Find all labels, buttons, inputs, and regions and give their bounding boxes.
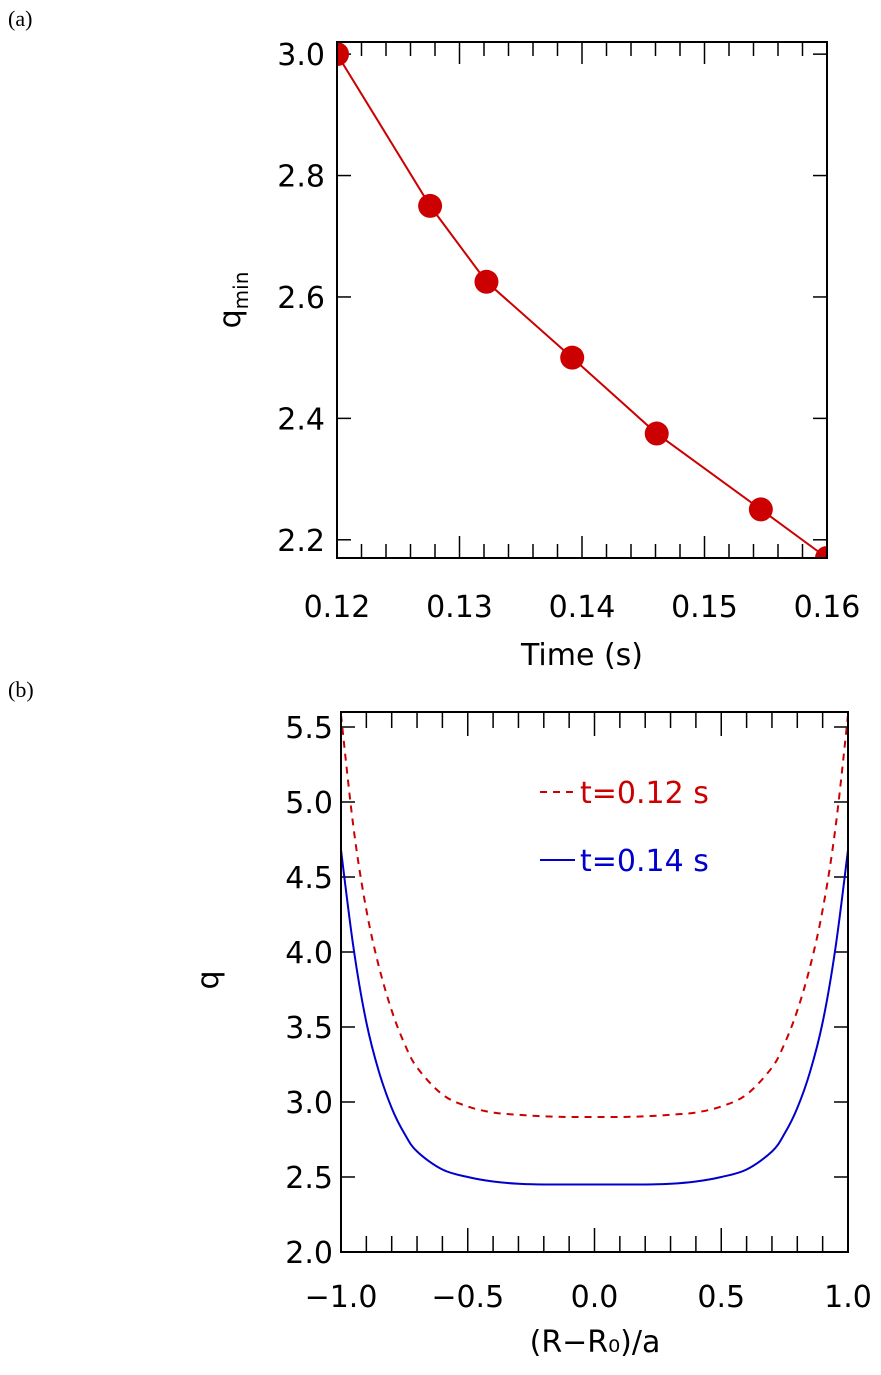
panel-a: (a) 0.12 0.13 0.14 0.15 0.16 2.2 2.4 2.6 2.8 3.0… xyxy=(8,6,860,673)
panel-b-x-axis-title: (R−R₀)/a xyxy=(530,1325,661,1360)
panel-b-x-tick-label: −1.0 xyxy=(305,1280,378,1315)
panel-a-y-axis-title-main: q xyxy=(213,309,248,328)
panel-b-x-tick-labels: −1.0 −0.5 0.0 0.5 1.0 xyxy=(305,1280,872,1315)
panel-a-x-axis-title: Time (s) xyxy=(520,638,643,673)
panel-b-y-tick-label: 3.0 xyxy=(285,1086,333,1121)
panel-a-series-line xyxy=(336,53,828,559)
panel-a-data-point xyxy=(337,42,349,67)
panel-b-y-tick-label: 3.5 xyxy=(285,1011,333,1046)
panel-a-ticks xyxy=(336,42,828,558)
panel-b-frame xyxy=(340,711,849,1253)
panel-b-y-tick-label: 4.0 xyxy=(285,936,333,971)
panel-b-y-tick-label: 2.0 xyxy=(285,1236,333,1271)
panel-a-data-point xyxy=(815,546,827,558)
panel-b-ticks xyxy=(340,712,849,1253)
panel-a-label: (a) xyxy=(8,6,32,31)
panel-a-x-tick-label: 0.14 xyxy=(549,590,616,625)
panel-a-x-tick-label: 0.12 xyxy=(304,590,371,625)
panel-b-y-tick-label: 5.0 xyxy=(285,786,333,821)
panel-a-y-tick-label: 2.2 xyxy=(277,524,325,559)
panel-b-x-tick-label: −0.5 xyxy=(431,1280,504,1315)
panel-b-x-tick-label: 1.0 xyxy=(824,1280,872,1315)
panel-a-x-tick-label: 0.13 xyxy=(426,590,493,625)
legend-label-t012: t=0.12 s xyxy=(580,776,709,811)
panel-a-y-tick-labels: 2.2 2.4 2.6 2.8 3.0 xyxy=(277,38,325,559)
panel-b: (b) −1.0 −0.5 0.0 0.5 1.0 2.0 2.5 3.0 3.5 4.0 4.5… xyxy=(8,677,872,1360)
panel-b-series-t014 xyxy=(341,849,848,1186)
panel-a-data-point xyxy=(644,421,669,446)
panel-a-y-tick-label: 2.4 xyxy=(277,402,325,437)
panel-a-data-point xyxy=(474,269,499,294)
panel-a-data-point xyxy=(418,193,443,218)
panel-b-y-tick-label: 4.5 xyxy=(285,861,333,896)
panel-b-x-tick-label: 0.5 xyxy=(697,1280,745,1315)
panel-a-x-tick-label: 0.15 xyxy=(671,590,738,625)
panel-a-y-axis-title-sub: min xyxy=(229,272,253,310)
panel-b-y-tick-labels: 2.0 2.5 3.0 3.5 4.0 4.5 5.0 5.5 xyxy=(285,711,333,1271)
panel-a-curve xyxy=(336,53,828,559)
panel-b-y-tick-label: 2.5 xyxy=(285,1161,333,1196)
panel-a-points xyxy=(337,42,827,558)
panel-b-x-tick-label: 0.0 xyxy=(571,1280,619,1315)
panel-a-frame xyxy=(336,41,828,559)
panel-b-curves xyxy=(341,714,848,1186)
panel-a-data-point xyxy=(748,497,773,522)
panel-b-series-t012 xyxy=(341,714,848,1119)
panel-a-y-axis-title: qmin xyxy=(213,272,253,329)
panel-a-x-tick-labels: 0.12 0.13 0.14 0.15 0.16 xyxy=(304,590,861,625)
panel-a-data-point xyxy=(560,345,585,370)
panel-a-x-tick-label: 0.16 xyxy=(794,590,861,625)
svg-text:qmin: qmin xyxy=(213,272,253,329)
panel-b-legend: t=0.12 s t=0.14 s xyxy=(540,776,709,879)
panel-a-y-tick-label: 2.8 xyxy=(277,160,325,195)
panel-a-y-tick-label: 3.0 xyxy=(277,38,325,73)
panel-b-y-axis-title: q xyxy=(191,970,226,989)
legend-label-t014: t=0.14 s xyxy=(580,844,709,879)
panel-a-y-tick-label: 2.6 xyxy=(277,281,325,316)
panel-b-y-tick-label: 5.5 xyxy=(285,711,333,746)
panel-b-label: (b) xyxy=(8,677,34,702)
